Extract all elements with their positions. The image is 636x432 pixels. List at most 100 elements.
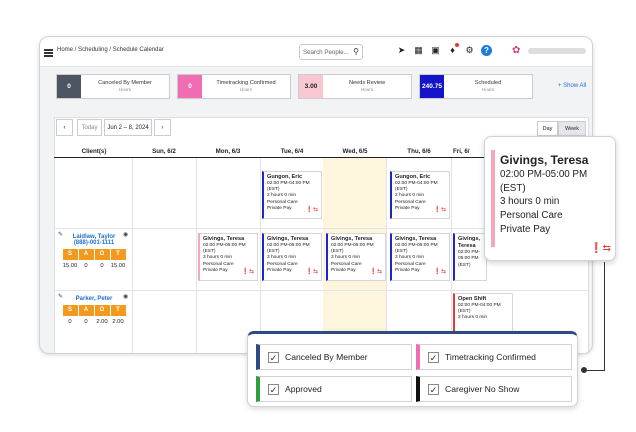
- shift-card[interactable]: Givings, Teresa 02:00 PM-05:00 PM (EST) …: [326, 233, 386, 281]
- hours-value: 15.00: [62, 263, 78, 269]
- org-logo: ✿: [512, 45, 521, 56]
- alert-icon[interactable]: ❗: [369, 269, 377, 276]
- shift-duration: 2 hours 0 min: [395, 193, 425, 199]
- calendar-icon[interactable]: ▦: [414, 45, 423, 55]
- shift-card[interactable]: Gungon, Eric 02:00 PM-04:00 PM (EST) 2 h…: [390, 171, 450, 219]
- swap-icon[interactable]: ⇆: [248, 269, 254, 276]
- edit-icon[interactable]: ✎: [58, 294, 64, 300]
- summary-sub: Hours: [239, 87, 252, 93]
- shift-timezone: (EST): [395, 249, 408, 255]
- day-view-button[interactable]: Day: [537, 121, 558, 136]
- status-legend: ✓ Canceled By Member ✓ Timetracking Confir…: [247, 331, 578, 407]
- shift-caregiver: Givings, Teresa: [458, 236, 481, 250]
- toolbar-icons: ➤ ▦ ▣ ♦ ⚙ ?: [396, 43, 492, 56]
- header-divider: [54, 157, 589, 158]
- grid-divider: [196, 158, 197, 353]
- shift-service: Personal Care: [395, 261, 426, 267]
- column-header-clients: Client(s): [81, 148, 107, 155]
- swap-icon[interactable]: ⇆: [376, 269, 382, 276]
- shift-card[interactable]: Givings, Teresa 02:00 PM-05:00 PM (EST) …: [390, 233, 450, 281]
- summary-sub: Hours: [360, 87, 373, 93]
- client-name[interactable]: Laidlaw, Taylor: [72, 234, 116, 240]
- summary-label: Timetracking Confirmed: [216, 80, 276, 86]
- checkbox-checked-icon[interactable]: ✓: [428, 383, 439, 395]
- hours-value: 15.00: [110, 263, 126, 269]
- alert-icon[interactable]: ❗: [305, 269, 313, 276]
- row-divider: [54, 290, 589, 291]
- summary-label: Canceled By Member: [98, 80, 152, 86]
- search-input[interactable]: Search People... ⚲: [299, 44, 363, 60]
- rocket-icon[interactable]: ➤: [397, 45, 406, 55]
- legend-label: Approved: [285, 384, 322, 394]
- summary-bar: 0 Canceled By Member Hours 0 Timetracking…: [56, 74, 533, 99]
- alert-icon[interactable]: ❗: [241, 269, 249, 276]
- hours-header: T: [110, 305, 126, 316]
- swap-icon[interactable]: ⇆: [312, 207, 318, 214]
- shift-card[interactable]: Givings, Teresa 02:00 PM-05:00 PM (EST) …: [262, 233, 322, 281]
- swap-icon[interactable]: ⇆: [440, 207, 446, 214]
- popup-duration: 3 hours 0 min: [500, 196, 560, 208]
- alert-icon[interactable]: ❗: [433, 269, 441, 276]
- shift-service: Personal Care: [267, 261, 298, 267]
- summary-scheduled[interactable]: 240.75 Scheduled Hours: [419, 74, 533, 99]
- shift-card[interactable]: Givings, Teresa 02:00 PM-05:00 PM (EST): [453, 233, 487, 281]
- shift-timezone: (EST): [203, 249, 216, 255]
- gear-icon[interactable]: ⚙: [465, 45, 474, 55]
- alert-icon[interactable]: ❗: [305, 207, 313, 214]
- shift-caregiver: Givings, Teresa: [395, 236, 437, 242]
- shift-payer: Private Pay: [267, 267, 292, 273]
- legend-label: Caregiver No Show: [445, 384, 520, 394]
- shift-card[interactable]: Gungon, Eric 02:00 PM-04:00 PM (EST) 2 h…: [262, 171, 322, 219]
- connector-line: [604, 262, 605, 370]
- summary-canceled[interactable]: 0 Canceled By Member Hours: [56, 74, 170, 99]
- checkbox-checked-icon[interactable]: ✓: [268, 351, 279, 363]
- legend-canceled-by-member[interactable]: ✓ Canceled By Member: [256, 344, 412, 370]
- checkbox-checked-icon[interactable]: ✓: [268, 383, 279, 395]
- column-header-mon: Mon, 6/3: [215, 148, 241, 155]
- summary-needs-review[interactable]: 3.00 Needs Review Hours: [298, 74, 412, 99]
- shift-timezone: (EST): [458, 309, 471, 315]
- next-week-button[interactable]: ›: [154, 119, 171, 136]
- open-shift-card[interactable]: Open Shift 02:00 PM-04:00 PM (EST) 2 hou…: [453, 293, 513, 333]
- date-range-label[interactable]: Jun 2 – 8, 2024: [104, 119, 152, 136]
- swap-icon[interactable]: ⇆: [440, 269, 446, 276]
- search-icon[interactable]: ⚲: [353, 47, 359, 56]
- summary-value: 3.00: [299, 75, 323, 98]
- bell-icon[interactable]: ♦: [447, 43, 459, 56]
- popup-service: Personal Care: [500, 210, 563, 222]
- legend-timetracking-confirmed[interactable]: ✓ Timetracking Confirmed: [416, 344, 572, 370]
- week-view-button[interactable]: Week: [558, 121, 586, 136]
- swap-icon[interactable]: ⇆: [602, 243, 611, 254]
- shift-time: 02:00 PM-04:00 PM: [458, 303, 501, 309]
- legend-caregiver-no-show[interactable]: ✓ Caregiver No Show: [416, 376, 572, 402]
- hours-value: 2.00: [112, 319, 124, 325]
- eye-icon[interactable]: ◉: [123, 232, 129, 238]
- client-name[interactable]: Parker, Peter: [75, 296, 113, 302]
- breadcrumb-home[interactable]: Home: [57, 47, 74, 53]
- alert-icon[interactable]: ❗: [590, 243, 603, 254]
- hours-header: A: [78, 305, 94, 316]
- edit-icon[interactable]: ✎: [58, 232, 64, 238]
- shift-card[interactable]: Givings, Teresa 02:00 PM-05:00 PM (EST) …: [198, 233, 258, 281]
- checkbox-checked-icon[interactable]: ✓: [428, 351, 439, 363]
- shift-detail-popup[interactable]: Givings, Teresa 02:00 PM-05:00 PM (EST) …: [484, 136, 616, 261]
- client-cell: Laidlaw, Taylor (888)-001-1111 S A O T 1…: [58, 234, 130, 271]
- prev-week-button[interactable]: ‹: [56, 119, 73, 136]
- eye-icon[interactable]: ◉: [123, 294, 129, 300]
- user-menu[interactable]: [528, 48, 586, 54]
- help-icon[interactable]: ?: [481, 45, 492, 56]
- breadcrumb-scheduling[interactable]: Scheduling: [78, 47, 108, 53]
- today-button[interactable]: Today: [77, 119, 102, 136]
- summary-timetracking[interactable]: 0 Timetracking Confirmed Hours: [177, 74, 291, 99]
- show-all-link[interactable]: + Show All: [558, 83, 587, 89]
- row-divider: [54, 228, 589, 229]
- breadcrumb: Home / Scheduling / Schedule Calendar: [57, 47, 164, 53]
- legend-approved[interactable]: ✓ Approved: [256, 376, 412, 402]
- menu-icon[interactable]: [44, 49, 53, 58]
- contacts-icon[interactable]: ▣: [431, 45, 440, 55]
- swap-icon[interactable]: ⇆: [312, 269, 318, 276]
- shift-duration: 2 hours 0 min: [458, 315, 488, 321]
- client-phone[interactable]: (888)-001-1111: [73, 240, 115, 246]
- shift-time: 02:00 PM-05:00 PM: [203, 243, 246, 249]
- alert-icon[interactable]: ❗: [433, 207, 441, 214]
